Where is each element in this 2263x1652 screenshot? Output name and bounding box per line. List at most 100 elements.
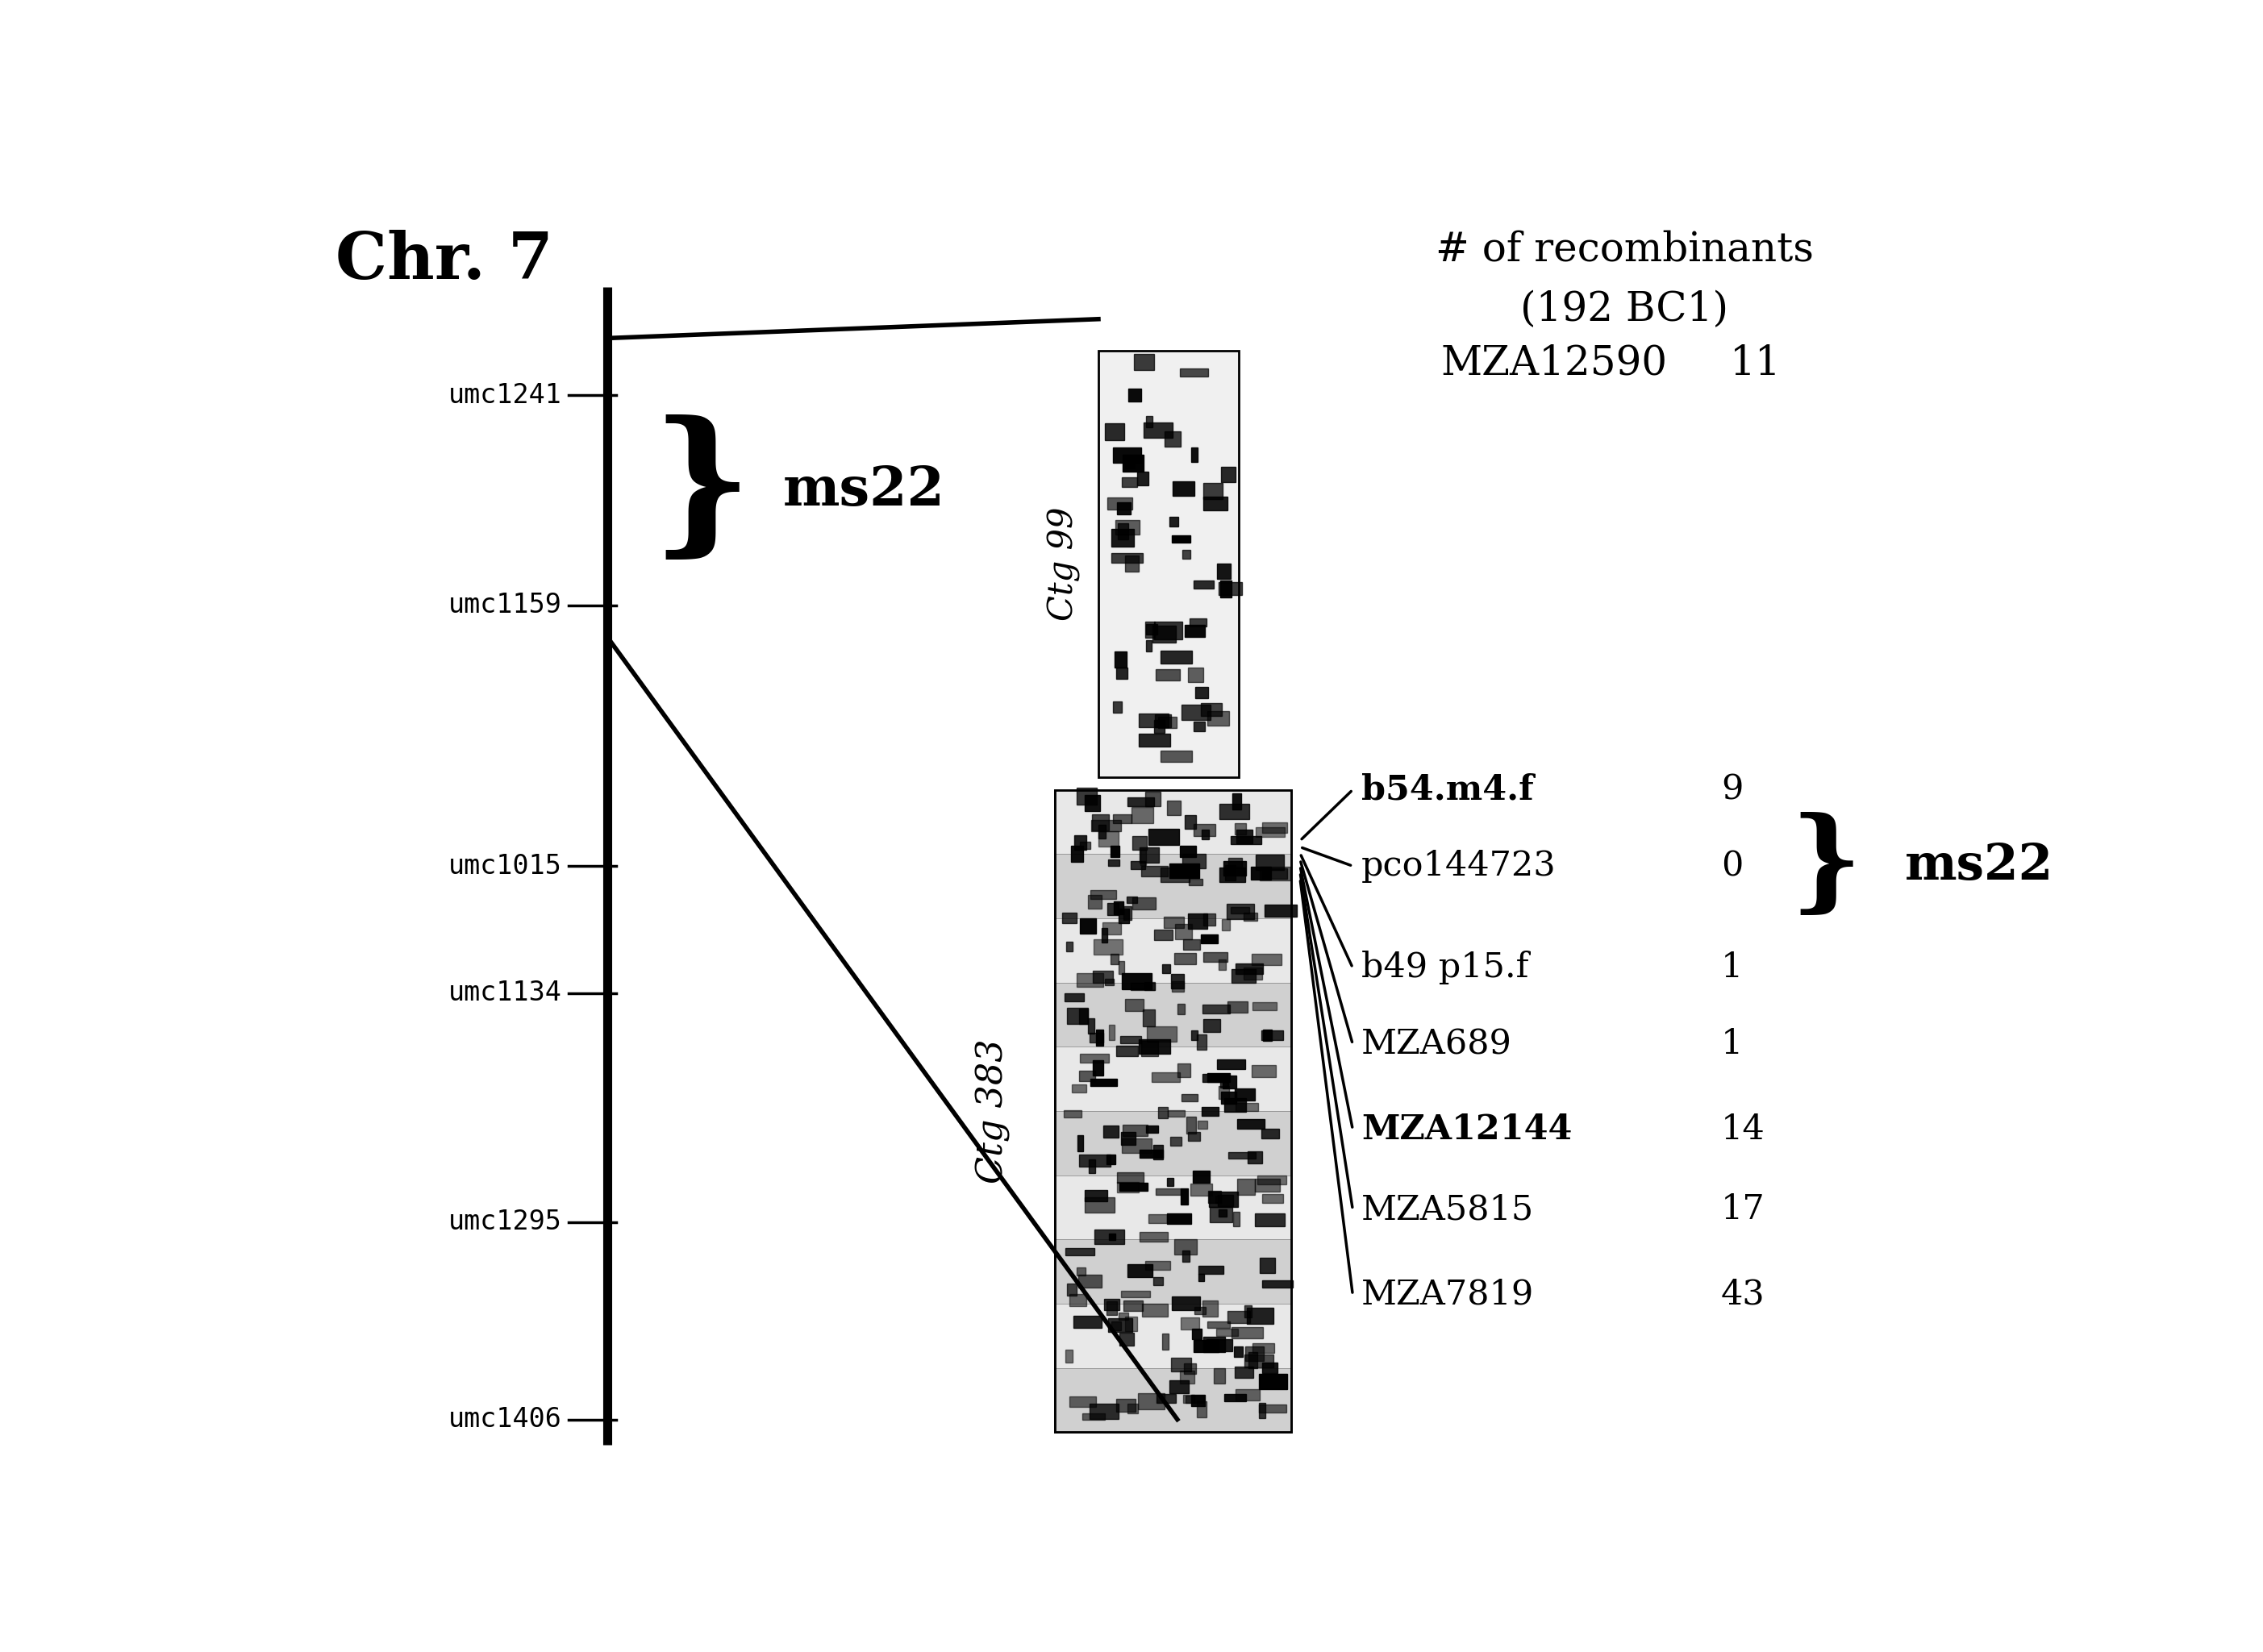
Bar (1118, 961, 1125, 973)
Bar (1247, 1308, 1274, 1323)
Bar (1251, 953, 1281, 965)
Bar (1217, 960, 1227, 970)
Bar (1145, 983, 1154, 990)
Bar (1109, 859, 1120, 866)
Bar (1190, 1184, 1213, 1196)
Bar (1231, 970, 1256, 983)
Bar (1258, 1403, 1265, 1417)
Bar (1177, 1004, 1186, 1014)
Bar (1227, 1312, 1249, 1323)
Bar (1188, 914, 1206, 928)
Bar (1089, 1018, 1095, 1034)
Bar (1161, 651, 1193, 664)
Bar (1145, 1260, 1170, 1270)
Bar (1132, 897, 1156, 910)
Bar (1181, 1317, 1199, 1330)
Bar (1217, 1087, 1229, 1099)
Bar (1168, 801, 1181, 814)
Bar (1236, 1104, 1258, 1110)
Bar (1186, 624, 1204, 636)
Bar (1263, 869, 1288, 879)
Bar (1122, 454, 1143, 471)
Bar (1120, 1132, 1136, 1145)
Bar (1138, 1039, 1170, 1054)
Bar (1168, 1178, 1174, 1186)
Bar (1220, 1074, 1229, 1087)
Bar (1186, 816, 1197, 829)
Bar (1256, 1180, 1279, 1191)
Bar (1181, 705, 1211, 720)
Bar (1138, 472, 1150, 486)
Bar (1138, 1393, 1165, 1409)
Bar (1116, 1173, 1143, 1183)
Bar (1188, 879, 1202, 885)
Bar (1068, 1396, 1095, 1406)
Bar (1122, 1300, 1143, 1312)
Bar (1113, 814, 1132, 823)
Text: umc1015: umc1015 (448, 852, 561, 879)
Bar (1055, 790, 1292, 1432)
Bar (1091, 819, 1120, 831)
Bar (1111, 846, 1120, 857)
Bar (1236, 1389, 1260, 1401)
Text: 14: 14 (1720, 1112, 1765, 1146)
Bar (1141, 1232, 1168, 1242)
Bar (1084, 795, 1100, 811)
Bar (1084, 1198, 1113, 1213)
Bar (1107, 497, 1132, 509)
Text: MZA5815: MZA5815 (1362, 1193, 1534, 1226)
Bar (1091, 1079, 1116, 1085)
Bar (1222, 1075, 1236, 1089)
Bar (1122, 1138, 1152, 1153)
Bar (1170, 1358, 1193, 1371)
Bar (1107, 904, 1118, 915)
Bar (1172, 535, 1190, 544)
Bar (1127, 388, 1141, 401)
Text: MZA12144: MZA12144 (1362, 1112, 1573, 1146)
Bar (1066, 993, 1084, 1001)
Bar (1181, 1188, 1188, 1204)
Bar (1113, 902, 1125, 915)
Bar (1265, 905, 1297, 917)
Bar (1195, 1307, 1206, 1313)
Bar (1127, 1404, 1138, 1412)
Bar (1154, 1277, 1163, 1285)
Bar (1120, 1333, 1134, 1346)
Bar (1184, 1251, 1190, 1262)
Bar (1170, 1137, 1181, 1146)
Bar (1204, 1336, 1224, 1351)
Bar (1245, 914, 1258, 920)
Bar (1172, 981, 1184, 991)
Bar (1082, 1414, 1104, 1421)
Bar (1141, 1041, 1159, 1057)
Bar (1125, 555, 1138, 572)
Bar (1143, 1303, 1168, 1317)
Bar (1220, 582, 1242, 595)
Bar (1129, 861, 1145, 869)
Bar (1093, 940, 1122, 955)
Bar (1141, 1150, 1163, 1158)
Bar (1161, 867, 1190, 882)
Bar (1238, 1180, 1256, 1194)
Bar (1073, 1315, 1102, 1328)
Bar (1156, 669, 1179, 681)
Bar (1260, 866, 1290, 881)
Bar (1168, 1214, 1190, 1224)
Bar (1202, 702, 1222, 715)
Bar (1143, 423, 1172, 438)
Bar (1260, 1128, 1279, 1138)
Bar (1184, 1363, 1197, 1374)
Bar (1122, 973, 1152, 990)
Bar (1098, 831, 1118, 847)
Bar (1238, 1120, 1265, 1128)
Bar (1109, 1026, 1116, 1041)
Bar (1220, 580, 1231, 596)
Bar (1217, 1328, 1238, 1336)
Bar (1152, 626, 1177, 643)
Bar (1197, 1120, 1206, 1128)
Bar (1204, 482, 1222, 499)
Bar (1075, 834, 1086, 849)
Bar (1095, 1029, 1104, 1046)
Bar (1263, 1363, 1276, 1373)
Bar (1120, 1036, 1141, 1044)
